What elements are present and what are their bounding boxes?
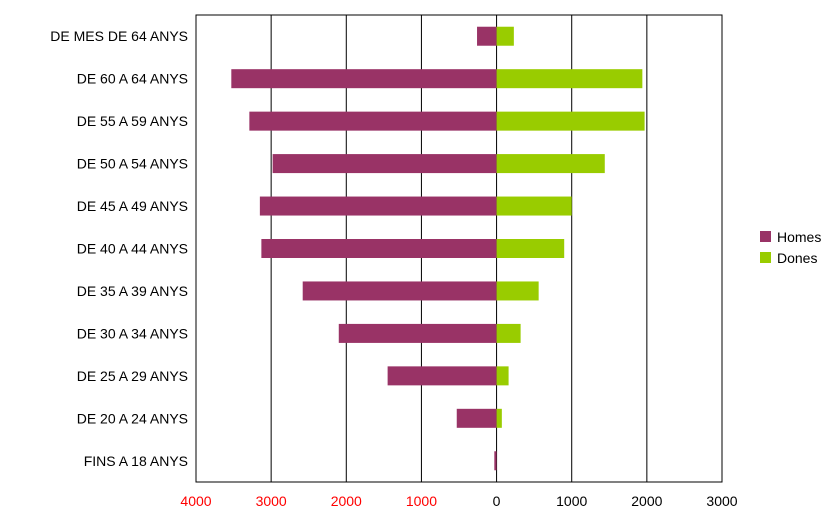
- bar-homes: [260, 197, 497, 216]
- category-label: DE MES DE 64 ANYS: [50, 28, 188, 44]
- category-label: DE 25 A 29 ANYS: [77, 368, 188, 384]
- legend-swatch-dones: [760, 252, 771, 263]
- bar-homes: [477, 27, 497, 46]
- x-tick-label: 1000: [556, 493, 587, 509]
- x-tick-label: 3000: [256, 493, 287, 509]
- x-tick-label: 4000: [180, 493, 211, 509]
- legend-label-dones: Dones: [777, 250, 817, 266]
- bar-dones: [497, 154, 605, 173]
- bar-homes: [494, 451, 496, 470]
- x-tick-label: 1000: [406, 493, 437, 509]
- bar-homes: [273, 154, 497, 173]
- category-label: DE 35 A 39 ANYS: [77, 283, 188, 299]
- legend-item-dones: Dones: [760, 247, 821, 268]
- x-tick-label: 2000: [331, 493, 362, 509]
- legend: Homes Dones: [760, 226, 821, 268]
- bar-homes: [261, 239, 496, 258]
- x-tick-label: 3000: [706, 493, 737, 509]
- bar-dones: [497, 69, 643, 88]
- legend-swatch-homes: [760, 231, 771, 242]
- bar-homes: [231, 69, 496, 88]
- category-label: DE 20 A 24 ANYS: [77, 410, 188, 426]
- category-label: DE 40 A 44 ANYS: [77, 241, 188, 257]
- legend-item-homes: Homes: [760, 226, 821, 247]
- bar-dones: [497, 324, 521, 343]
- category-label: FINS A 18 ANYS: [84, 453, 188, 469]
- bar-homes: [303, 281, 497, 300]
- category-label: DE 30 A 34 ANYS: [77, 325, 188, 341]
- bar-homes: [339, 324, 497, 343]
- category-label: DE 45 A 49 ANYS: [77, 198, 188, 214]
- x-tick-label: 2000: [631, 493, 662, 509]
- bar-homes: [388, 366, 497, 385]
- category-label: DE 60 A 64 ANYS: [77, 71, 188, 87]
- bar-dones: [497, 239, 565, 258]
- bar-homes: [457, 409, 497, 428]
- bar-dones: [497, 27, 514, 46]
- legend-label-homes: Homes: [777, 229, 821, 245]
- bar-homes: [249, 112, 496, 131]
- bar-dones: [497, 281, 539, 300]
- category-label: DE 55 A 59 ANYS: [77, 113, 188, 129]
- bar-dones: [497, 112, 645, 131]
- bar-dones: [497, 197, 572, 216]
- bar-dones: [497, 366, 509, 385]
- x-tick-label: 0: [493, 493, 501, 509]
- category-label: DE 50 A 54 ANYS: [77, 156, 188, 172]
- bar-dones: [497, 409, 502, 428]
